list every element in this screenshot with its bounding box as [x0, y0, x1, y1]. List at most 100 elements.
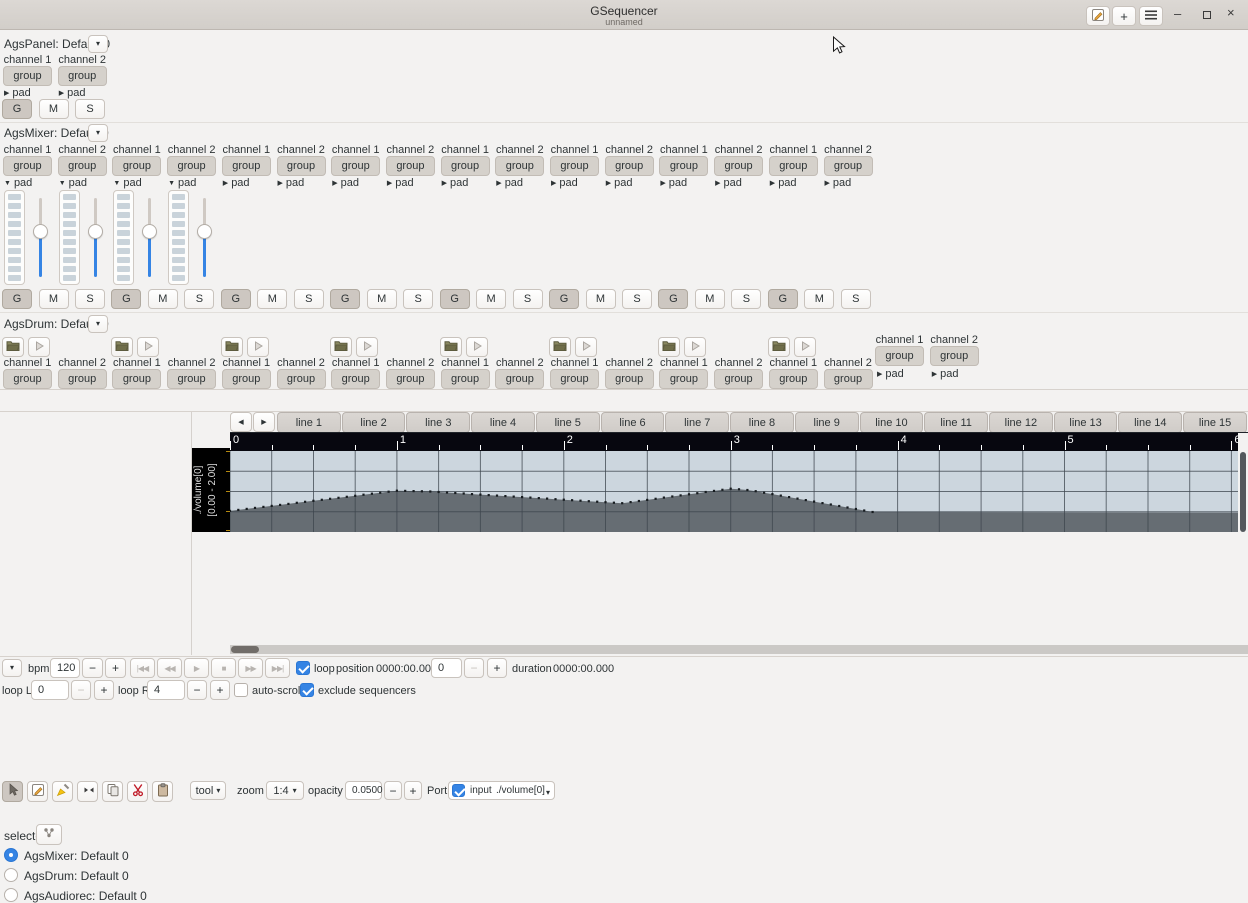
pad-expander[interactable]: ▶ pad — [715, 177, 742, 189]
group-button[interactable]: group — [495, 156, 545, 176]
machine-mixer-options-combo[interactable]: ▾ — [88, 124, 108, 142]
paste-tool-button[interactable] — [152, 780, 173, 802]
toggle-m-button[interactable]: M — [38, 99, 69, 119]
group-button[interactable]: group — [3, 369, 52, 389]
pad-expander[interactable]: ▶ pad — [606, 177, 633, 189]
vertical-scrollbar[interactable] — [1240, 452, 1246, 532]
group-button[interactable]: group — [57, 66, 107, 86]
group-button[interactable]: group — [550, 156, 599, 176]
opacity-decrement-button[interactable]: − — [384, 781, 402, 800]
toggle-m-button[interactable]: M — [476, 289, 507, 309]
group-button[interactable]: group — [714, 369, 764, 389]
group-button[interactable]: group — [331, 369, 381, 389]
add-machine-button[interactable]: + — [1112, 6, 1136, 26]
selector-options-button[interactable] — [36, 824, 62, 845]
pad-expander[interactable]: ▶ pad — [332, 177, 359, 189]
toggle-s-button[interactable]: S — [75, 99, 105, 119]
slider-handle[interactable] — [197, 224, 213, 240]
tool-combo[interactable]: tool ▾ — [190, 781, 226, 800]
toggle-m-button[interactable]: M — [257, 289, 288, 309]
open-audio-file-button[interactable] — [330, 337, 353, 357]
pad-expander[interactable]: ▶ pad — [932, 368, 959, 380]
toggle-g-button[interactable]: G — [2, 289, 32, 309]
pad-expander[interactable]: ▶ pad — [496, 177, 523, 189]
pad-expander[interactable]: ▼ pad — [59, 177, 87, 189]
horizontal-scrollbar-track[interactable] — [230, 645, 1248, 654]
group-button[interactable]: group — [875, 346, 924, 366]
group-button[interactable]: group — [112, 156, 162, 176]
tab-line-7[interactable]: line 7 — [665, 412, 730, 433]
loop-left-increment-button[interactable]: + — [94, 680, 114, 700]
port-combo[interactable]: input ./volume[0] ▾ — [448, 781, 555, 800]
toggle-m-button[interactable]: M — [147, 289, 178, 309]
tab-line-15[interactable]: line 15 — [1183, 412, 1247, 433]
group-button[interactable]: group — [57, 369, 107, 389]
menu-button[interactable] — [1139, 6, 1163, 26]
group-button[interactable]: group — [221, 369, 271, 389]
group-button[interactable]: group — [550, 369, 599, 389]
loop-checkbox[interactable] — [296, 661, 310, 675]
toggle-g-button[interactable]: G — [330, 289, 361, 309]
tabs-scroll-left-button[interactable]: ◀ — [230, 412, 252, 432]
toggle-g-button[interactable]: G — [111, 289, 142, 309]
tab-line-13[interactable]: line 13 — [1053, 412, 1118, 433]
volume-slider[interactable] — [194, 190, 215, 285]
tab-line-11[interactable]: line 11 — [924, 412, 988, 433]
toggle-g-button[interactable]: G — [439, 289, 470, 309]
transport-skip-forward-button[interactable]: ▶▶| — [265, 658, 290, 678]
close-button[interactable]: × — [1227, 5, 1235, 20]
opacity-increment-button[interactable]: + — [404, 781, 422, 800]
group-button[interactable]: group — [57, 156, 107, 176]
copy-tool-button[interactable] — [102, 780, 123, 802]
transport-stop-button[interactable]: ■ — [211, 658, 236, 678]
group-button[interactable]: group — [604, 156, 654, 176]
toggle-m-button[interactable]: M — [366, 289, 397, 309]
toggle-m-button[interactable]: M — [804, 289, 835, 309]
loop-left-input[interactable]: 0 — [31, 680, 69, 700]
group-button[interactable]: group — [440, 156, 490, 176]
toggle-s-button[interactable]: S — [512, 289, 543, 309]
pad-expander[interactable]: ▶ pad — [660, 177, 687, 189]
group-button[interactable]: group — [768, 369, 818, 389]
toggle-m-button[interactable]: M — [38, 289, 69, 309]
tab-line-5[interactable]: line 5 — [535, 412, 600, 433]
group-button[interactable]: group — [276, 156, 326, 176]
minimize-button[interactable]: – — [1174, 6, 1182, 21]
group-button[interactable]: group — [385, 156, 435, 176]
open-audio-file-button[interactable] — [439, 337, 462, 357]
exclude-sequencers-checkbox[interactable] — [300, 683, 314, 697]
group-button[interactable]: group — [440, 369, 490, 389]
group-button[interactable]: group — [3, 156, 52, 176]
pad-expander[interactable]: ▶ pad — [551, 177, 578, 189]
open-audio-file-button[interactable] — [220, 337, 243, 357]
group-button[interactable]: group — [768, 156, 818, 176]
tab-line-6[interactable]: line 6 — [600, 412, 665, 433]
pad-expander[interactable]: ▼ pad — [4, 177, 32, 189]
play-channel-button[interactable] — [137, 337, 160, 357]
pad-expander[interactable]: ▶ pad — [877, 368, 904, 380]
opacity-input[interactable]: 0.0500 — [345, 781, 383, 800]
group-button[interactable]: group — [604, 369, 654, 389]
toggle-m-button[interactable]: M — [585, 289, 616, 309]
slider-handle[interactable] — [33, 224, 48, 240]
group-button[interactable]: group — [3, 66, 52, 86]
play-channel-button[interactable] — [246, 337, 269, 357]
loop-left-decrement-button[interactable]: − — [71, 680, 91, 700]
open-audio-file-button[interactable] — [111, 337, 134, 357]
horizontal-scrollbar-thumb[interactable] — [231, 646, 259, 653]
volume-slider[interactable] — [139, 190, 160, 285]
machine-radio[interactable] — [4, 868, 18, 882]
tab-line-8[interactable]: line 8 — [730, 412, 794, 433]
group-button[interactable]: group — [659, 369, 709, 389]
pad-expander[interactable]: ▶ pad — [223, 177, 250, 189]
transport-skip-backward-button[interactable]: |◀◀ — [130, 658, 155, 678]
toggle-s-button[interactable]: S — [840, 289, 871, 309]
toggle-s-button[interactable]: S — [184, 289, 215, 309]
open-audio-file-button[interactable] — [549, 337, 571, 357]
tab-line-14[interactable]: line 14 — [1118, 412, 1183, 433]
tab-line-4[interactable]: line 4 — [471, 412, 535, 433]
machine-panel-options-combo[interactable]: ▾ — [88, 35, 108, 53]
automation-curve-area[interactable] — [228, 451, 1238, 532]
play-channel-button[interactable] — [356, 337, 379, 357]
volume-slider[interactable] — [85, 190, 106, 285]
